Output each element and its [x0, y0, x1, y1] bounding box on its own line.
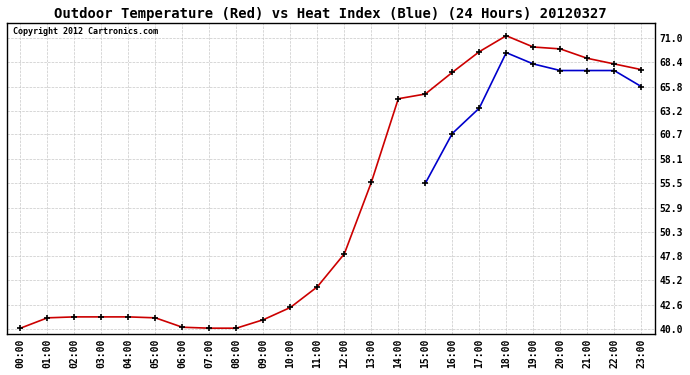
Text: Copyright 2012 Cartronics.com: Copyright 2012 Cartronics.com: [13, 27, 159, 36]
Title: Outdoor Temperature (Red) vs Heat Index (Blue) (24 Hours) 20120327: Outdoor Temperature (Red) vs Heat Index …: [55, 7, 607, 21]
